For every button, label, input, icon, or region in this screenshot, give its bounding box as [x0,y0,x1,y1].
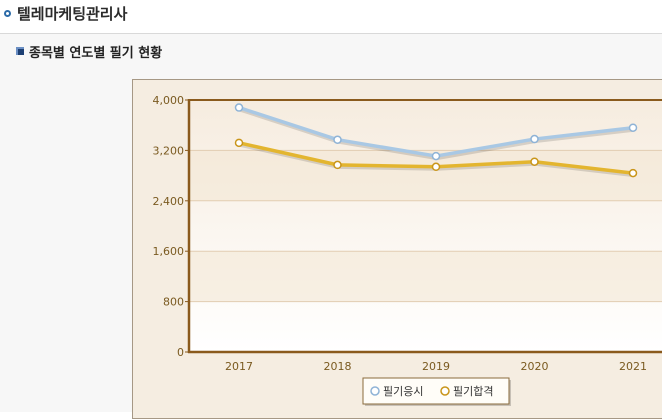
plot-band [189,150,662,201]
x-tick-label: 2018 [324,360,352,373]
data-point-1[interactable] [628,123,638,132]
legend-label: 필기응시 [383,385,423,398]
plot-area [189,100,662,352]
y-tick-label: 800 [163,296,184,309]
chart-frame: 0 800 1,600 2,400 3,200 4,000 2017 2018 2019 2020… [132,79,662,419]
line-chart: 0 800 1,600 2,400 3,200 4,000 2017 2018 2019 2020… [153,94,662,406]
x-tick-label: 2017 [225,360,253,373]
section-title-text: 종목별 연도별 필기 현황 [29,45,163,61]
x-tick-label: 2020 [521,360,549,373]
data-point-2[interactable] [431,162,441,172]
data-point-2[interactable] [628,168,638,178]
x-tick-label: 2021 [619,360,647,373]
data-point-2[interactable] [530,157,539,166]
page-title: 텔레마케팅관리사 [4,0,127,26]
page-title-text: 텔레마케팅관리사 [17,4,128,23]
section-title: 종목별 연도별 필기 현황 [16,40,162,62]
circle-bullet-icon [4,9,11,17]
square-bullet-icon [16,47,24,55]
legend-marker-1 [370,386,380,396]
data-point-2[interactable] [234,138,244,148]
y-tick-label: 3,200 [153,144,185,157]
data-point-1[interactable] [530,134,539,144]
y-tick-label: 0 [177,346,184,359]
y-tick-label: 2,400 [153,195,185,208]
data-point-1[interactable] [431,151,441,161]
data-point-1[interactable] [234,103,244,112]
legend [362,377,510,405]
legend-marker-2 [440,386,450,396]
x-tick-label: 2019 [422,360,450,373]
plot-band [189,251,662,302]
title-divider [0,33,662,34]
y-tick-label: 1,600 [153,245,185,258]
data-point-1[interactable] [333,135,342,144]
y-tick-label: 4,000 [153,94,185,107]
legend-label: 필기합격 [453,385,493,398]
data-point-2[interactable] [333,160,342,170]
